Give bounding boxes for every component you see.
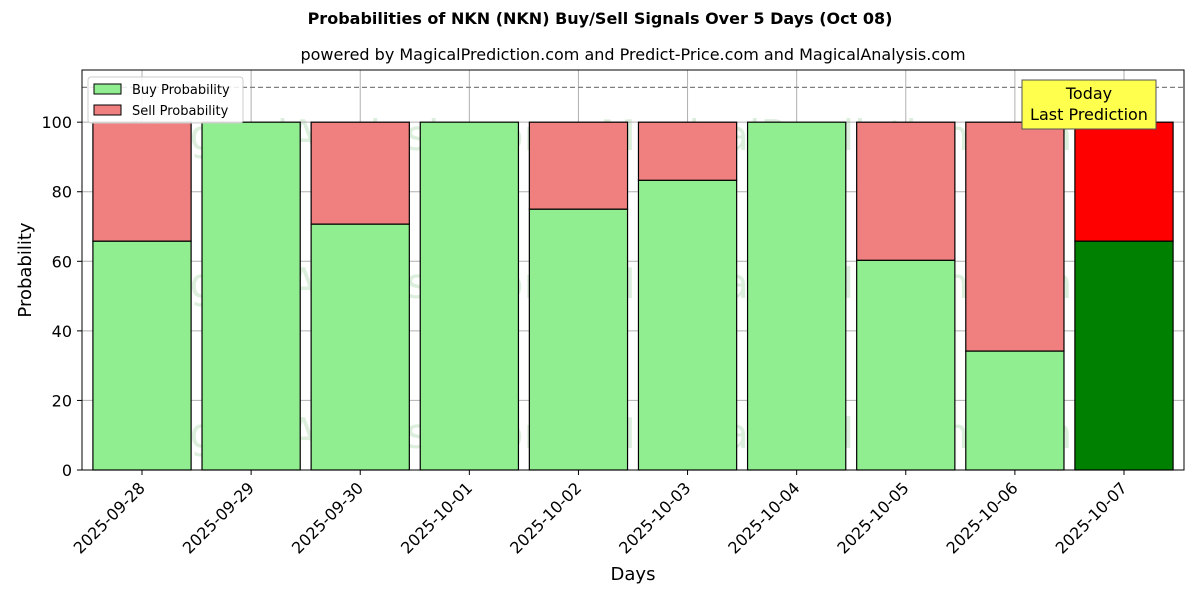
buy-bar — [1074, 240, 1174, 471]
x-tick-label: 2025-10-02 — [506, 478, 585, 557]
buy-bar — [310, 223, 410, 471]
x-axis-label: Days — [611, 564, 656, 585]
today-annotation: Today Last Prediction — [1021, 79, 1157, 130]
x-tick-label: 2025-10-01 — [397, 478, 476, 557]
x-tick-label: 2025-09-29 — [179, 478, 258, 557]
legend-label: Buy Probability — [132, 83, 230, 98]
x-tick-label: 2025-09-30 — [288, 478, 367, 557]
legend-swatch — [93, 104, 122, 116]
buy-bar — [201, 121, 301, 471]
bars-layer — [82, 86, 1184, 471]
sell-bar — [637, 121, 738, 181]
buy-bar — [746, 121, 847, 471]
x-tick-label: 2025-10-03 — [615, 478, 694, 557]
x-tick-label: 2025-09-28 — [70, 478, 149, 557]
chart-subtitle: powered by MagicalPrediction.com and Pre… — [300, 45, 966, 64]
x-tick-label: 2025-10-06 — [943, 478, 1022, 557]
sell-bar — [528, 121, 629, 210]
y-axis-label: Probability — [15, 222, 36, 317]
y-tick-label: 40 — [52, 322, 72, 341]
buy-bar — [856, 259, 956, 471]
legend-label: Sell Probability — [132, 104, 229, 119]
sell-bar — [310, 121, 410, 225]
x-tick-label: 2025-10-05 — [833, 478, 912, 557]
y-tick-label: 0 — [62, 461, 72, 480]
annotation-box — [1021, 79, 1157, 130]
legend-swatch — [93, 83, 122, 95]
sell-bar — [965, 121, 1065, 352]
sell-bar — [92, 121, 192, 242]
legend: Buy Probability Sell Probability — [87, 76, 244, 124]
buy-bar — [637, 179, 738, 471]
annotation-text: Last Prediction — [1030, 105, 1148, 124]
buy-bar — [965, 350, 1065, 471]
y-tick-label: 80 — [52, 183, 72, 202]
legend-box — [87, 76, 244, 124]
sell-bar — [856, 121, 956, 261]
y-tick-label: 20 — [52, 391, 72, 410]
chart-title: Probabilities of NKN (NKN) Buy/Sell Sign… — [307, 9, 893, 28]
x-tick-label: 2025-10-07 — [1052, 478, 1131, 557]
y-tick-label: 100 — [41, 113, 72, 132]
buy-bar — [419, 121, 520, 471]
x-tick-label: 2025-10-04 — [724, 478, 803, 557]
y-tick-label: 60 — [52, 252, 72, 271]
buy-bar — [92, 240, 192, 471]
sell-bar — [1074, 121, 1174, 242]
buy-bar — [528, 208, 629, 471]
plot-frame — [81, 69, 1185, 471]
annotation-text: Today — [1065, 84, 1112, 103]
